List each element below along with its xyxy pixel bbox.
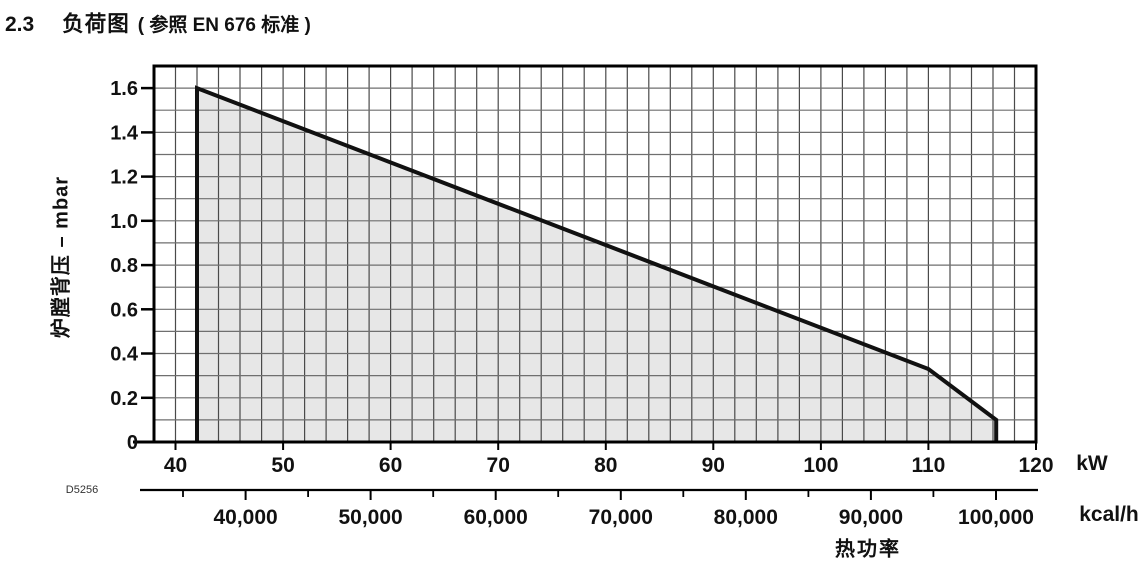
kcal-unit-label: kcal/h [1079, 503, 1139, 526]
x-axis-title: 热功率 [835, 538, 901, 561]
svg-text:0.8: 0.8 [110, 255, 138, 277]
svg-text:110: 110 [911, 454, 945, 477]
svg-text:1.4: 1.4 [110, 122, 139, 144]
kw-unit-label: kW [1076, 452, 1108, 475]
svg-text:70,000: 70,000 [589, 506, 653, 529]
svg-text:40: 40 [164, 454, 187, 477]
svg-text:0.4: 0.4 [110, 344, 139, 366]
y-axis-title: 炉膛背压 – mbar [50, 175, 73, 339]
section-number: 2.3 [5, 13, 35, 36]
svg-text:40,000: 40,000 [213, 506, 277, 529]
kw-axis-ticks: 40 50 60 70 80 90 100 110 120 [164, 442, 1054, 477]
svg-text:80,000: 80,000 [714, 506, 778, 529]
working-field-boundary [195, 85, 999, 442]
figure-code: D5256 [65, 484, 99, 496]
svg-text:1.0: 1.0 [110, 211, 138, 233]
svg-text:90,000: 90,000 [839, 506, 903, 529]
svg-text:120: 120 [1018, 454, 1053, 477]
svg-text:0.6: 0.6 [110, 299, 138, 321]
svg-text:50: 50 [271, 454, 294, 477]
svg-text:0: 0 [127, 432, 138, 454]
section-title-text: 负荷图 [62, 12, 130, 36]
svg-text:60: 60 [379, 454, 402, 477]
svg-text:0.2: 0.2 [110, 388, 138, 410]
standard-reference: ( 参照 EN 676 标准 ) [137, 15, 311, 36]
svg-text:90: 90 [702, 454, 725, 477]
svg-text:50,000: 50,000 [338, 506, 402, 529]
y-axis-ticks: 1.6 1.4 1.2 1.0 0.8 0.6 0.4 0.2 0 [110, 78, 154, 454]
kcal-axis: 40,000 50,000 60,000 70,000 80,000 90,000 100,… [140, 488, 1038, 529]
svg-text:80: 80 [594, 454, 617, 477]
svg-text:1.2: 1.2 [110, 167, 138, 189]
section-title: 2.3 负荷图 ( 参照 EN 676 标准 ) [5, 7, 311, 38]
svg-text:60,000: 60,000 [464, 506, 528, 529]
svg-text:100: 100 [803, 454, 838, 477]
svg-text:100,000: 100,000 [958, 506, 1034, 529]
svg-text:70: 70 [487, 454, 510, 477]
svg-text:1.6: 1.6 [110, 78, 138, 100]
